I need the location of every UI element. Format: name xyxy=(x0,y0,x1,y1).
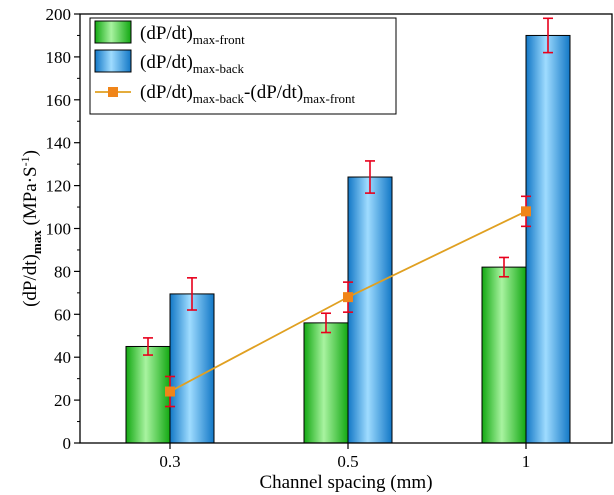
legend-marker-difference xyxy=(108,87,118,97)
x-tick-label: 0.5 xyxy=(337,452,358,471)
bar-max-front-0.3 xyxy=(125,345,171,444)
legend-swatch-max-front xyxy=(94,20,132,44)
y-label-unit: (MPa·S xyxy=(20,166,41,230)
legend-label-main: (dP/dt) xyxy=(140,23,193,44)
legend-label-difference: (dP/dt)max-back-(dP/dt)max-front xyxy=(140,82,356,106)
y-label-close: ) xyxy=(20,150,41,156)
x-axis-label: Channel spacing (mm) xyxy=(259,472,432,493)
legend-label-max-back: (dP/dt)max-back xyxy=(140,52,245,76)
x-tick-label: 0.3 xyxy=(159,452,180,471)
x-tick-label: 1 xyxy=(522,452,531,471)
bar-max-back-0.3 xyxy=(169,293,215,444)
y-label-sub: max xyxy=(29,230,44,254)
y-tick-label: 140 xyxy=(46,134,72,153)
legend-label-sub: max-back xyxy=(193,91,245,106)
bar-max-front-1 xyxy=(481,266,527,444)
y-tick-label: 180 xyxy=(46,48,72,67)
difference-point-1 xyxy=(521,206,531,217)
legend-label-main: -(dP/dt) xyxy=(244,82,303,103)
legend-label-max-front: (dP/dt)max-front xyxy=(140,23,245,47)
difference-point-0.3 xyxy=(165,386,175,397)
y-tick-label: 20 xyxy=(54,391,71,410)
y-tick-label: 160 xyxy=(46,91,72,110)
bar-max-front-0.5 xyxy=(303,322,349,444)
bar-max-back-0.5 xyxy=(347,176,393,444)
legend-label-sub: max-front xyxy=(303,91,355,106)
legend-box xyxy=(89,17,397,115)
plot-area: 0 20 40 60 80 100 120 140 160 180 200 0.3 0.5 1 Channe… xyxy=(18,5,613,493)
y-tick-label: 100 xyxy=(46,220,72,239)
legend-label-main: (dP/dt) xyxy=(140,52,193,73)
legend: (dP/dt)max-front(dP/dt)max-back(dP/dt)ma… xyxy=(89,17,397,115)
difference-point-0.5 xyxy=(343,292,353,303)
legend-label-main: (dP/dt) xyxy=(140,82,193,103)
y-tick-label: 60 xyxy=(54,305,71,324)
y-tick-label: 120 xyxy=(46,177,72,196)
y-tick-label: 0 xyxy=(63,434,72,453)
y-label-main: (dP/dt) xyxy=(20,254,41,307)
legend-label-sub: max-back xyxy=(193,61,245,76)
bar-max-back-1 xyxy=(525,34,571,444)
y-label-sup: -1 xyxy=(18,156,32,166)
y-tick-label: 80 xyxy=(54,262,71,281)
y-tick-label: 200 xyxy=(46,5,72,24)
legend-label-sub: max-front xyxy=(193,32,245,47)
y-axis-label: (dP/dt)max (MPa·S-1) xyxy=(18,150,44,307)
legend-swatch-max-back xyxy=(94,49,132,73)
y-tick-label: 40 xyxy=(54,348,71,367)
